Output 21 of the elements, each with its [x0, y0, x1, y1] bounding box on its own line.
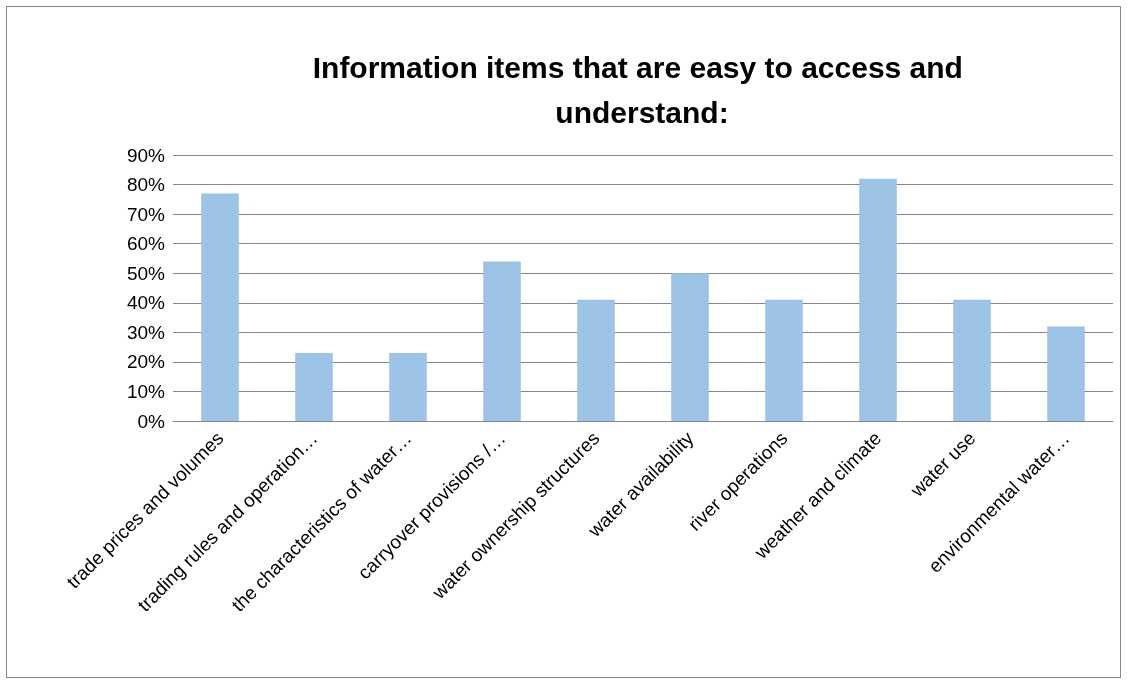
bar — [671, 273, 709, 421]
bar — [859, 178, 897, 421]
y-tick-label: 40% — [126, 292, 166, 314]
y-tick-label: 70% — [126, 203, 166, 225]
y-tick-label: 80% — [126, 174, 166, 196]
bar — [201, 193, 239, 421]
bar — [1047, 326, 1085, 421]
bar — [765, 299, 803, 421]
bar — [953, 299, 991, 421]
y-tick-label: 20% — [126, 351, 166, 373]
chart-title: Information items that are easy to access and understand: — [312, 51, 972, 129]
bar — [295, 353, 333, 421]
y-tick-label: 90% — [126, 144, 166, 166]
y-tick-label: 60% — [126, 233, 166, 255]
y-tick-label: 30% — [126, 321, 166, 343]
y-tick-label: 10% — [126, 380, 166, 402]
y-tick-label: 50% — [126, 262, 166, 284]
bar — [483, 261, 521, 421]
y-tick-label: 0% — [137, 410, 166, 432]
bar — [389, 353, 427, 421]
bar — [577, 299, 615, 421]
